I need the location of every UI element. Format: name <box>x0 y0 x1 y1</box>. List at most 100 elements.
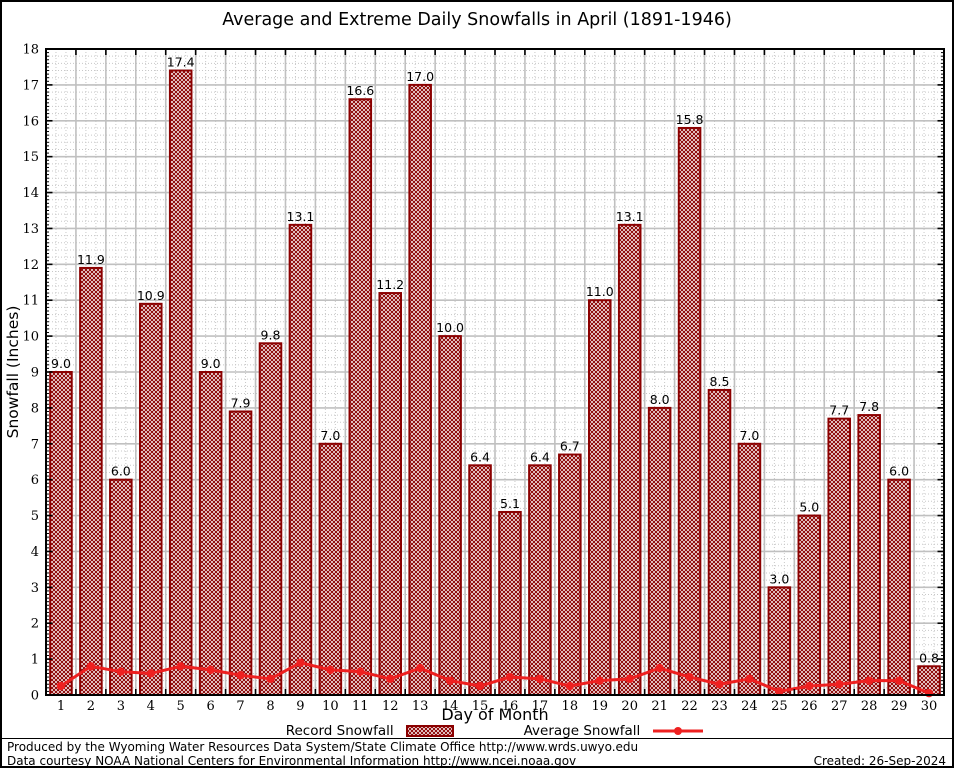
average-marker <box>86 662 96 671</box>
bar-value-label: 11.0 <box>586 284 614 299</box>
x-tick-label: 8 <box>266 699 274 714</box>
record-bar <box>228 410 253 696</box>
average-marker <box>475 681 485 691</box>
average-marker <box>864 676 874 685</box>
y-tick-label: 1 <box>31 653 39 668</box>
y-tick-label: 8 <box>31 401 39 416</box>
x-tick-label: 9 <box>296 699 304 714</box>
record-bar <box>737 442 762 696</box>
x-tick-label: 18 <box>562 699 579 714</box>
bar-value-label: 10.0 <box>436 320 464 335</box>
bar-value-label: 13.1 <box>616 209 644 224</box>
y-tick-label: 18 <box>22 43 39 58</box>
y-tick-label: 7 <box>31 437 39 452</box>
bar-value-label: 8.0 <box>650 392 670 407</box>
average-marker <box>326 665 335 675</box>
average-line-path <box>60 661 930 695</box>
bar-value-label: 6.4 <box>470 449 490 464</box>
average-marker <box>116 667 126 676</box>
x-tick-label: 5 <box>177 699 185 714</box>
legend: Record Snowfall Average Snowfall <box>46 722 944 739</box>
record-bar <box>587 299 612 696</box>
average-marker <box>356 667 365 676</box>
x-tick-label: 13 <box>412 699 429 714</box>
bar-value-label: 5.0 <box>799 500 819 515</box>
average-marker <box>445 676 455 685</box>
x-tick-label: 27 <box>831 699 848 714</box>
created-date: Created: 26-Sep-2024 <box>813 754 946 768</box>
bar-value-label: 8.5 <box>710 374 730 389</box>
bar-value-label: 16.6 <box>346 83 374 98</box>
average-marker <box>595 676 604 685</box>
record-bar <box>827 417 852 696</box>
y-tick-label: 12 <box>22 258 39 273</box>
y-tick-label: 15 <box>22 150 39 165</box>
x-tick-label: 10 <box>322 699 339 714</box>
bar-value-label: 5.1 <box>500 496 520 511</box>
average-marker <box>386 674 395 684</box>
x-tick-label: 15 <box>472 699 489 714</box>
x-tick-label: 30 <box>921 699 938 714</box>
bar-value-label: 7.7 <box>829 403 849 418</box>
y-tick-label: 5 <box>31 509 39 524</box>
bar-value-label: 9.0 <box>201 356 221 371</box>
record-bar <box>468 464 492 696</box>
x-tick-label: 26 <box>801 699 818 714</box>
average-marker <box>415 663 425 673</box>
record-bar <box>438 335 462 696</box>
x-tick-label: 23 <box>711 699 728 714</box>
record-bar <box>49 371 73 696</box>
average-marker <box>565 681 575 691</box>
x-tick-label: 29 <box>891 699 908 714</box>
average-marker <box>236 671 245 680</box>
y-tick-label: 10 <box>22 330 39 345</box>
record-bar <box>707 388 732 696</box>
bar-value-label: 6.4 <box>530 449 550 464</box>
x-tick-label: 4 <box>147 699 155 714</box>
record-bar <box>767 586 792 696</box>
average-marker <box>715 680 724 689</box>
y-tick-label: 16 <box>22 114 39 129</box>
bar-value-label: 11.9 <box>77 252 105 267</box>
average-marker <box>176 662 185 671</box>
x-tick-label: 6 <box>206 699 214 714</box>
y-tick-label: 13 <box>22 222 39 237</box>
average-line <box>56 658 934 698</box>
bar-value-label: 15.8 <box>676 112 704 127</box>
bar-value-label: 6.0 <box>111 464 131 479</box>
y-tick-label: 17 <box>22 78 39 93</box>
x-tick-label: 1 <box>57 699 65 714</box>
x-tick-label: 14 <box>442 699 459 714</box>
record-bar <box>348 98 373 696</box>
legend-average-label: Average Snowfall <box>523 722 641 739</box>
average-marker <box>266 674 275 684</box>
record-bar <box>408 83 432 696</box>
bar-value-label: 0.8 <box>919 650 939 665</box>
x-tick-label: 22 <box>681 699 698 714</box>
average-marker <box>206 665 215 675</box>
y-tick-label: 2 <box>31 617 39 632</box>
average-marker <box>56 681 66 691</box>
record-bar <box>797 514 822 696</box>
record-bar <box>677 126 702 696</box>
bar-value-label: 6.7 <box>560 439 580 454</box>
record-bar <box>198 371 223 696</box>
bar-value-label: 10.9 <box>137 288 165 303</box>
bar-value-label: 9.8 <box>261 327 281 342</box>
record-bar <box>887 478 911 696</box>
record-bar <box>138 302 163 696</box>
bar-value-label: 3.0 <box>769 571 789 586</box>
average-marker <box>505 672 515 682</box>
y-tick-label: 11 <box>22 294 39 309</box>
record-bar <box>109 478 133 696</box>
record-bar <box>528 464 552 696</box>
average-marker <box>745 674 754 684</box>
x-tick-label: 21 <box>651 699 668 714</box>
bar-value-label: 6.0 <box>889 464 909 479</box>
average-marker <box>924 689 934 698</box>
average-marker <box>625 674 634 684</box>
x-tick-label: 19 <box>591 699 608 714</box>
x-axis-title: Day of Month <box>441 705 549 724</box>
